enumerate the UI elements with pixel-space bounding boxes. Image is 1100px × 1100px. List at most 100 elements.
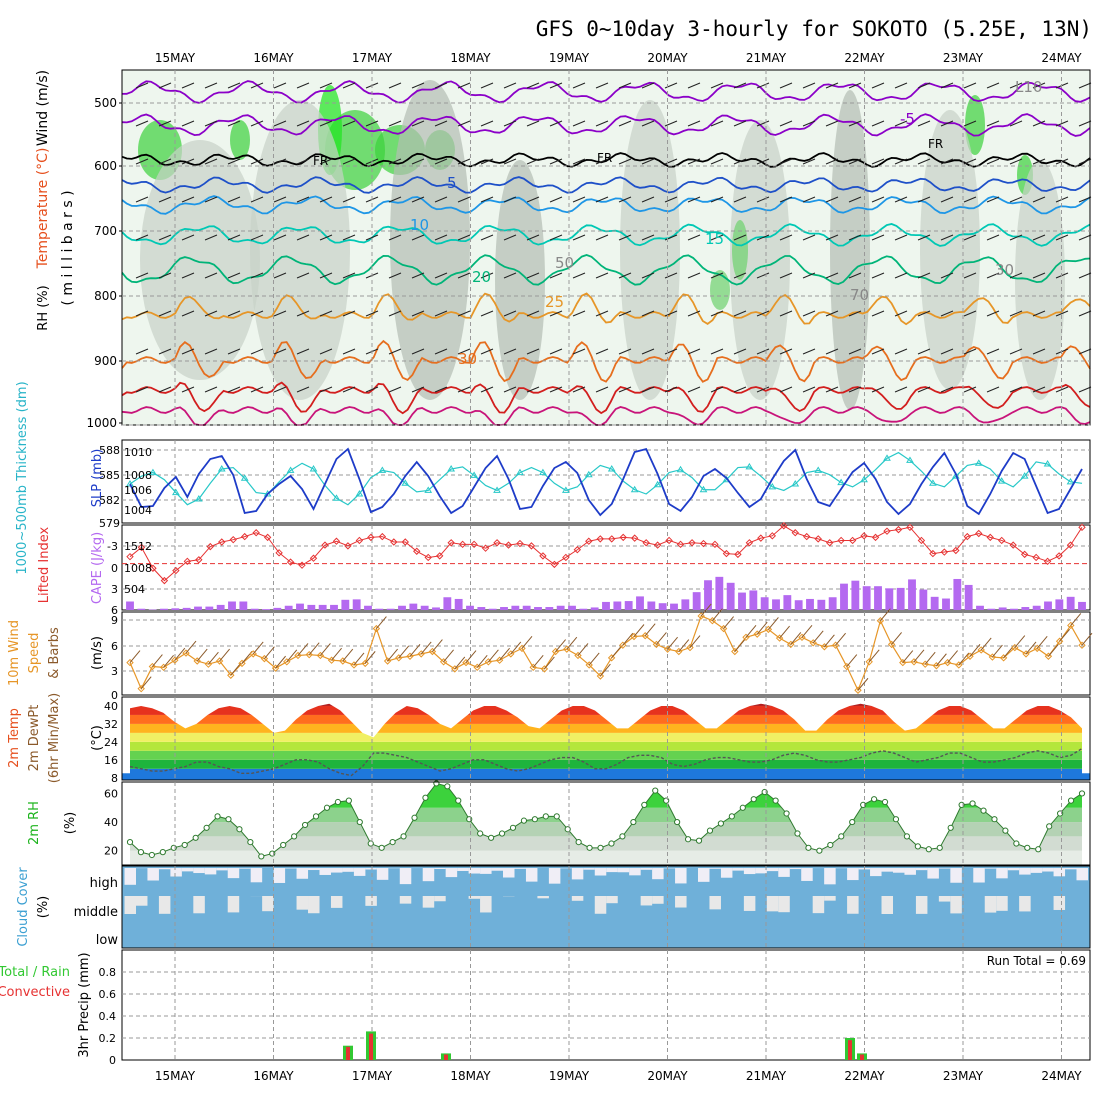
precip-axis-title: 3hr Precip (mm) — [77, 952, 92, 1057]
cape-bar — [704, 580, 712, 610]
thickness-marker — [194, 495, 203, 502]
wind-barb — [801, 624, 813, 638]
wind-speed-marker — [988, 653, 997, 661]
cape-axis-title: CAPE (J/kg) — [90, 532, 105, 604]
wind-barb — [503, 158, 517, 165]
cloud-high-gap — [445, 868, 458, 878]
cloud-high-gap — [514, 868, 526, 869]
cloud-high-gap — [548, 868, 561, 884]
wind-barb — [432, 639, 443, 652]
rh-marker — [312, 813, 320, 820]
wind-speed-marker — [686, 643, 694, 652]
cloud-high-gap — [571, 868, 584, 880]
wind-barb — [158, 234, 172, 241]
wind-speed-marker — [249, 650, 257, 658]
date-tick-label: 15MAY — [155, 51, 196, 65]
wind-speed-marker — [283, 658, 291, 666]
rh-marker — [630, 818, 637, 826]
wind-barb — [733, 348, 747, 355]
temp-band — [130, 741, 1082, 751]
wind-barb — [503, 120, 517, 127]
wind-barb — [825, 120, 839, 127]
wind-barb — [891, 632, 902, 645]
wind-barb — [526, 310, 540, 317]
lifted-index-axis-title: Lifted Index — [37, 526, 52, 603]
wind-speed-marker — [731, 647, 739, 656]
wind-speed-marker — [215, 657, 224, 665]
wind-barb — [894, 196, 908, 203]
wind-barb — [457, 348, 471, 355]
wind-barb — [308, 642, 320, 656]
wind-speed-marker — [193, 657, 201, 665]
lifted-index-marker — [562, 553, 570, 562]
wind-barb — [181, 310, 195, 317]
date-tick-label: 20MAY — [647, 51, 688, 65]
wind-barb — [848, 386, 862, 393]
cape-bar — [749, 590, 758, 610]
wind-barb — [756, 348, 770, 355]
slp-thickness-panel: 588 585 582 579 1010 1008 1006 1004 — [99, 439, 1091, 530]
wind-barb — [871, 310, 885, 317]
wind-barb — [940, 348, 954, 355]
wind-barb — [857, 677, 869, 691]
wind-barb — [733, 272, 747, 279]
thickness-marker — [699, 485, 708, 493]
rh-marker — [641, 801, 648, 808]
rh-shading — [620, 100, 680, 400]
temp-band — [130, 759, 1082, 769]
wind-barb — [1055, 386, 1069, 393]
rh-shading — [732, 220, 748, 280]
wind-barb — [181, 272, 195, 279]
wind10-speed-title: Speed — [27, 633, 42, 674]
lifted-index-marker — [435, 552, 444, 560]
date-tick-label: 23MAY — [943, 1069, 984, 1083]
wind-barb — [802, 158, 816, 165]
cloud-mid-gap — [984, 896, 997, 913]
panel-labels: Wind (m/s) Temperature (°C) RH (%) ( m i l … — [0, 70, 105, 1058]
date-tick-label: 17MAY — [352, 1069, 393, 1083]
rh-marker — [750, 796, 757, 803]
wind-barb — [1032, 82, 1046, 89]
wind-speed-marker — [484, 658, 493, 666]
wind-barb — [871, 82, 885, 89]
rh-marker — [794, 830, 801, 837]
wind-barb — [457, 158, 471, 165]
wind-speed-marker — [563, 645, 571, 653]
wind-barb — [204, 310, 218, 317]
wind-speed-marker — [630, 632, 638, 641]
cape-bar — [783, 595, 792, 610]
temp-tick-label: 24 — [104, 736, 118, 749]
wind-barb — [572, 234, 586, 241]
wind-speed-marker — [294, 651, 302, 660]
cape-lifted-index-panel: -3 0 3 6 1512 1008 504 — [107, 522, 1091, 617]
cloud-cover-panel: high middle low — [74, 865, 1091, 949]
rh-marker — [805, 844, 812, 851]
isotherm-line — [121, 339, 1091, 383]
cape-bar — [636, 596, 644, 610]
wind-speed-marker — [607, 654, 616, 662]
cloud-high-gap — [319, 868, 331, 875]
lifted-index-marker — [252, 529, 260, 537]
wind-barb — [986, 272, 1000, 279]
wind-speed-marker — [697, 612, 705, 620]
temp-tick-label: 40 — [104, 700, 118, 713]
wind-barb — [733, 234, 747, 241]
cloud-mid-gap — [1019, 896, 1031, 912]
cape-bar — [364, 605, 372, 610]
isotherm-line — [121, 195, 1091, 215]
wind-barb — [756, 196, 770, 203]
rh-marker — [1067, 797, 1075, 804]
cloud-mid-gap — [881, 896, 894, 914]
rh-marker — [1035, 846, 1042, 853]
wind-tick-label: 0 — [111, 689, 118, 702]
rh-marker — [455, 797, 462, 804]
wind-barb — [388, 272, 402, 279]
wind-barb — [687, 272, 701, 279]
wind-speed-marker — [305, 650, 313, 659]
wind-barb — [227, 348, 241, 355]
wind-barb — [733, 196, 747, 203]
cape-bar — [613, 601, 622, 610]
wind-barb — [664, 196, 678, 203]
wind-barb — [434, 82, 448, 89]
rh-marker — [947, 824, 954, 831]
